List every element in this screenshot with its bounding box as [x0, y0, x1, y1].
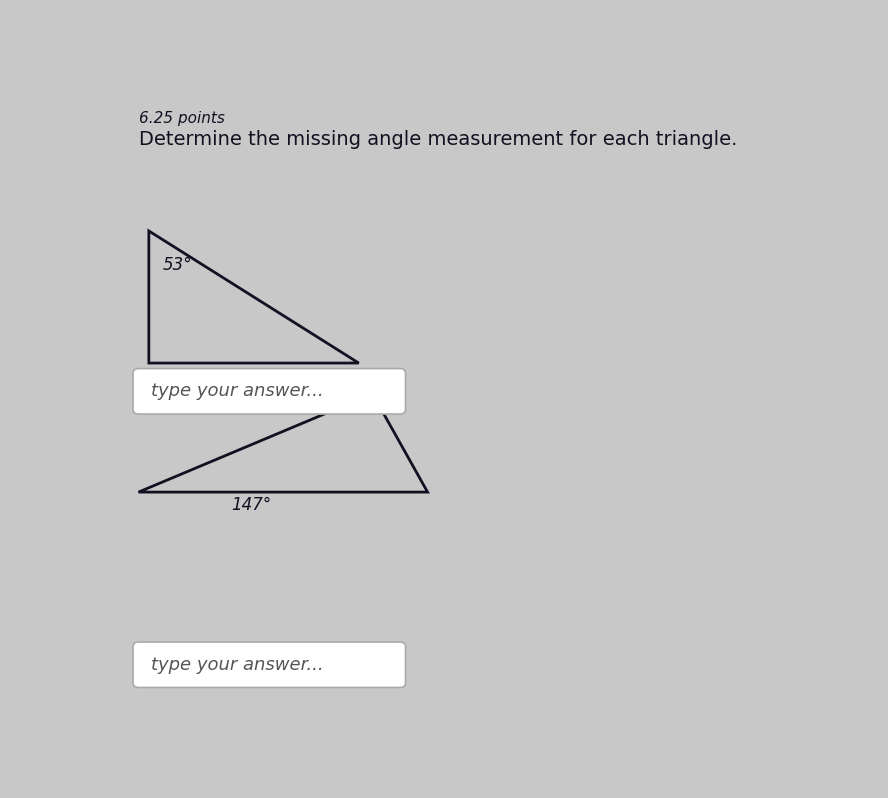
- Text: type your answer...: type your answer...: [151, 382, 323, 401]
- Text: Determine the missing angle measurement for each triangle.: Determine the missing angle measurement …: [139, 129, 737, 148]
- Text: 90°: 90°: [137, 369, 167, 387]
- Text: 147°: 147°: [232, 496, 272, 515]
- FancyBboxPatch shape: [133, 642, 406, 688]
- Text: type your answer...: type your answer...: [151, 656, 323, 674]
- Text: 14°: 14°: [355, 400, 385, 418]
- FancyBboxPatch shape: [133, 369, 406, 414]
- Text: 6.25 points: 6.25 points: [139, 111, 225, 126]
- Text: 53°: 53°: [163, 255, 192, 274]
